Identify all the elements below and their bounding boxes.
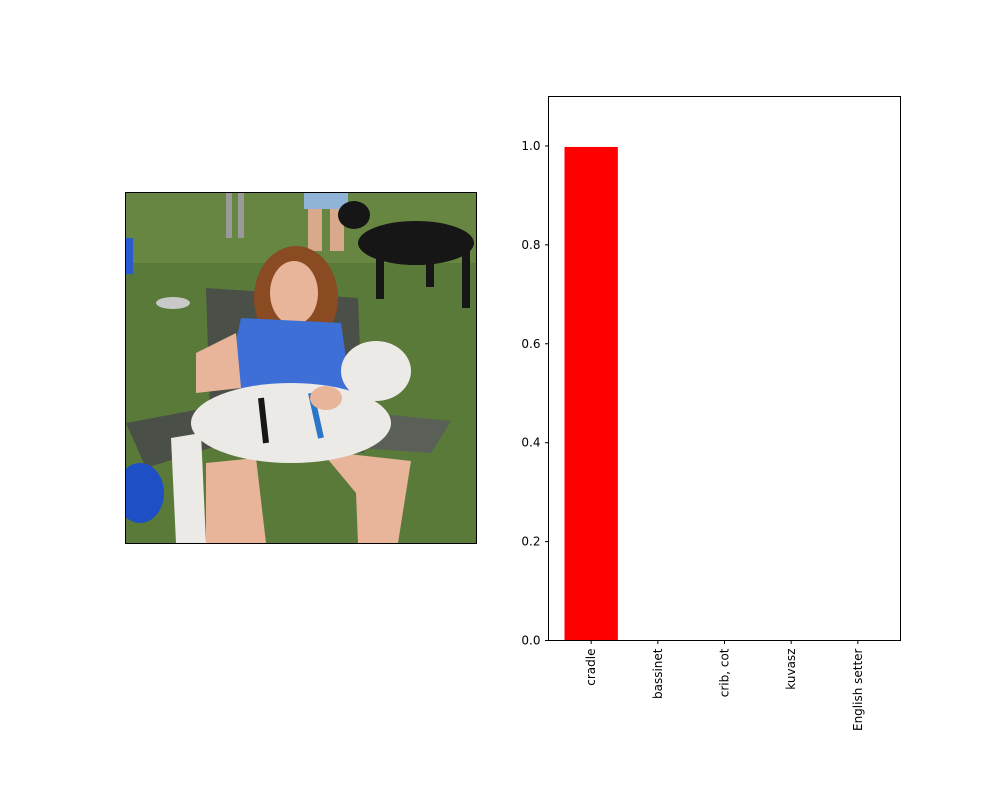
photo-woman-shirt (226, 318, 351, 393)
y-tick-label: 0.2 (521, 535, 540, 549)
y-axis-ticks: 0.0 0.2 0.4 0.6 0.8 1.0 (521, 139, 549, 648)
photo-image (126, 193, 476, 543)
photo-dog-strap (258, 397, 269, 444)
photo-woman-hand (310, 386, 342, 410)
x-axis-ticks: cradle bassinet crib, cot kuvasz English set… (584, 640, 865, 731)
photo-black-dog-leg (376, 251, 384, 299)
x-tick-label: English setter (851, 648, 865, 731)
photo-table-leg (226, 193, 232, 238)
photo-panel (125, 192, 477, 544)
photo-woman-leg (206, 458, 266, 543)
plot-frame (548, 96, 901, 641)
photo-black-dog-leg (462, 248, 470, 308)
photo-woman-arm (196, 333, 241, 393)
photo-bowl (156, 297, 190, 309)
y-tick-label: 0.4 (521, 436, 540, 450)
photo-black-dog-body (358, 221, 474, 265)
y-tick-label: 1.0 (521, 139, 540, 153)
photo-table-leg (238, 193, 244, 238)
photo-woman-face (270, 261, 318, 325)
photo-white-dog-hind-leg (171, 433, 206, 543)
photo-white-dog-body (191, 383, 391, 463)
x-tick-label: kuvasz (784, 649, 798, 690)
photo-bg-person-shorts (304, 193, 348, 209)
y-tick-label: 0.0 (521, 634, 540, 648)
y-tick-label: 0.6 (521, 337, 540, 351)
photo-blue-bowl (126, 463, 164, 523)
photo-blue-jug (126, 238, 133, 274)
photo-woman-leg (321, 451, 411, 543)
photo-white-dog-head (341, 341, 411, 401)
photo-black-dog-head (338, 201, 370, 229)
x-tick-label: cradle (584, 649, 598, 686)
y-tick-label: 0.8 (521, 238, 540, 252)
x-tick-label: bassinet (651, 648, 665, 699)
photo-black-dog-leg (426, 251, 434, 287)
bar-cradle (564, 146, 618, 641)
bars-layer (564, 146, 885, 641)
x-tick-label: crib, cot (718, 648, 732, 697)
